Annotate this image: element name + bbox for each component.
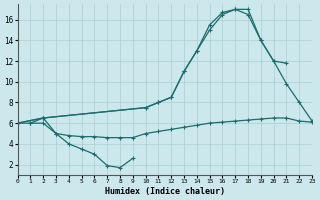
X-axis label: Humidex (Indice chaleur): Humidex (Indice chaleur) [105, 187, 225, 196]
